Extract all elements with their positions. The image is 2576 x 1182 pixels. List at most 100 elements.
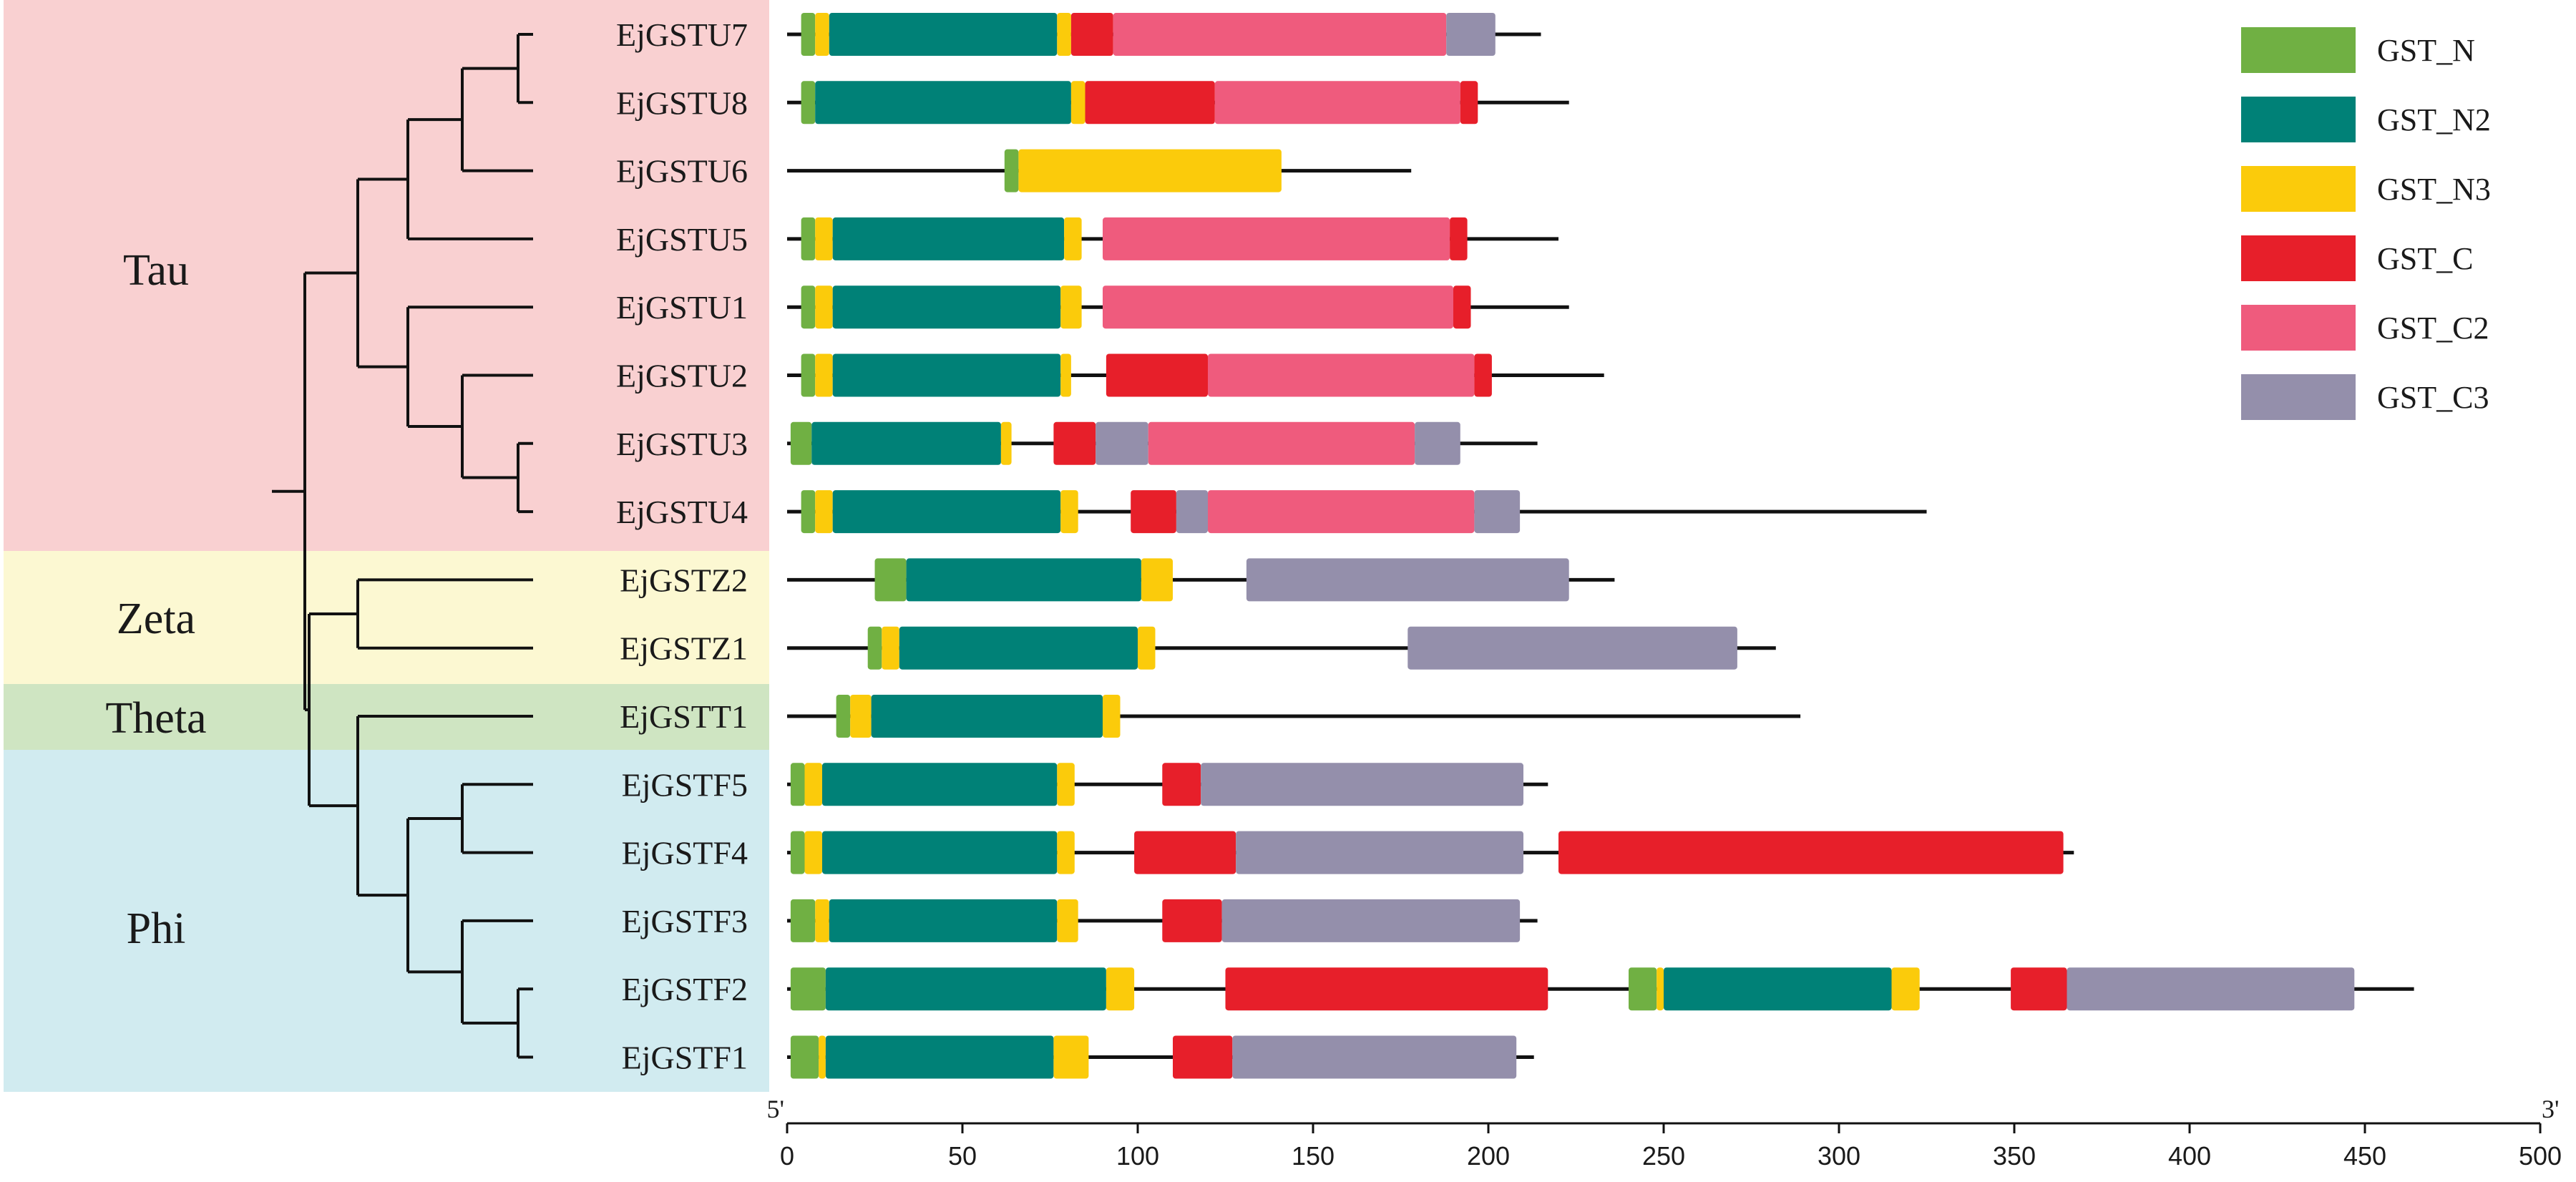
gene-label: EjGSTU6 [616, 153, 748, 190]
legend-label: GST_N [2377, 33, 2475, 68]
axis-tick-label: 450 [2343, 1141, 2386, 1171]
domain-gst-n3 [1103, 695, 1121, 738]
domain-gst-c2 [1148, 421, 1415, 465]
gene-track-ejgstu3 [787, 421, 1538, 465]
clade-band-zeta [4, 551, 769, 684]
domain-gst-c [1225, 967, 1548, 1011]
domain-gst-n [790, 1035, 819, 1079]
domain-gst-c [1558, 831, 2064, 874]
gene-label: EjGSTU8 [616, 84, 748, 121]
domain-gst-n2 [829, 13, 1058, 56]
domain-gst-n2 [832, 217, 1065, 260]
gene-track-ejgstu8 [787, 81, 1569, 124]
legend-swatch-gst-c2 [2241, 305, 2356, 351]
domain-gst-n3 [1000, 421, 1012, 465]
domain-gst-n [790, 763, 805, 806]
gene-track-ejgstf1 [787, 1035, 1534, 1079]
domain-gst-c3 [1176, 490, 1208, 534]
axis-tick-label: 0 [780, 1141, 794, 1171]
domain-gst-c [1134, 831, 1236, 874]
domain-gst-c [1460, 81, 1478, 124]
domain-gst-n3 [1070, 81, 1085, 124]
gene-label: EjGSTF1 [622, 1040, 748, 1076]
clade-label-phi: Phi [127, 904, 186, 953]
x-axis: 0 50 100 150 200 250 300 350 400 450 500 5' 3' [767, 1095, 2562, 1171]
domain-gst-n [1004, 149, 1019, 192]
domain-gst-n [801, 490, 816, 534]
gene-track-ejgstu1 [787, 285, 1569, 329]
domain-gst-c3 [1407, 626, 1737, 670]
domain-gst-n2 [899, 626, 1138, 670]
legend-label: GST_N2 [2377, 102, 2491, 137]
phylogenetic-tree [272, 33, 533, 1059]
legend-label: GST_N3 [2377, 172, 2491, 207]
domain-gst-c3 [1201, 763, 1523, 806]
domain-gst-c2 [1103, 285, 1453, 329]
domain-gst-n3 [1057, 13, 1071, 56]
domain-gst-n3 [1057, 763, 1075, 806]
gene-label: EjGSTU4 [616, 494, 748, 530]
gene-track-ejgstu6 [787, 149, 1412, 192]
gene-label: EjGSTF2 [622, 971, 748, 1007]
gene-labels: EjGSTU7 EjGSTU8 EjGSTU6 EjGSTU5 EjGSTU1 EjGST… [616, 16, 748, 1076]
domain-gst-n2 [825, 1035, 1054, 1079]
domain-gst-n [801, 217, 816, 260]
gene-track-ejgstf2 [787, 967, 2414, 1011]
gene-domain-tracks [787, 13, 2414, 1079]
gene-label: EjGSTT1 [620, 698, 748, 735]
gene-label: EjGSTU2 [616, 358, 748, 394]
legend-swatch-gst-c3 [2241, 374, 2356, 420]
gene-track-ejgstz1 [787, 626, 1776, 670]
gene-track-ejgstu7 [787, 13, 1541, 56]
domain-gst-c [1173, 1035, 1233, 1079]
gene-track-ejgstf4 [787, 831, 2074, 874]
domain-gst-n3 [1106, 967, 1135, 1011]
domain-gst-n [836, 695, 851, 738]
gene-label: EjGSTU1 [616, 289, 748, 326]
domain-gst-c3 [1096, 421, 1148, 465]
domain-gst-c2 [1208, 353, 1475, 397]
domain-gst-n3 [1053, 1035, 1089, 1079]
domain-gst-c3 [1246, 558, 1569, 602]
domain-gst-c [1162, 763, 1201, 806]
domain-gst-n2 [822, 763, 1058, 806]
domain-gst-n [801, 285, 816, 329]
domain-gst-n3 [804, 763, 822, 806]
domain-gst-n2 [822, 831, 1058, 874]
domain-gst-n [801, 81, 816, 124]
gene-label: EjGSTF4 [622, 835, 748, 871]
domain-gst-n [790, 831, 805, 874]
domain-gst-c2 [1103, 217, 1450, 260]
domain-gst-n [801, 13, 816, 56]
domain-gst-n2 [832, 285, 1061, 329]
gene-label: EjGSTZ2 [620, 562, 748, 598]
legend-swatch-gst-n [2241, 27, 2356, 73]
domain-gst-c [2011, 967, 2067, 1011]
domain-gst-n3 [815, 13, 829, 56]
domain-gst-n [790, 899, 816, 942]
domain-gst-n3 [815, 353, 833, 397]
axis-tick-label: 250 [1642, 1141, 1685, 1171]
domain-gst-c2 [1208, 490, 1475, 534]
domain-gst-n2 [906, 558, 1141, 602]
domain-gst-n [1629, 967, 1657, 1011]
axis-end-label: 3' [2542, 1095, 2560, 1123]
axis-tick-label: 150 [1292, 1141, 1335, 1171]
domain-gst-n2 [1664, 967, 1892, 1011]
legend-swatch-gst-n2 [2241, 97, 2356, 142]
axis-start-label: 5' [767, 1095, 785, 1123]
clade-label-theta: Theta [105, 694, 206, 743]
domain-gst-c [1453, 285, 1471, 329]
domain-gst-n3 [815, 490, 833, 534]
clade-band-tau [4, 0, 769, 551]
domain-gst-c3 [1221, 899, 1521, 942]
gene-track-ejgstu4 [787, 490, 1927, 534]
domain-gst-n3 [1064, 217, 1082, 260]
gene-label: EjGSTF5 [622, 766, 748, 803]
gene-track-ejgstz2 [787, 558, 1615, 602]
legend-label: GST_C3 [2377, 380, 2489, 415]
domain-gst-n3 [819, 1035, 826, 1079]
domain-gst-c3 [1415, 421, 1460, 465]
domain-gst-n [790, 967, 826, 1011]
domain-gst-n [801, 353, 816, 397]
